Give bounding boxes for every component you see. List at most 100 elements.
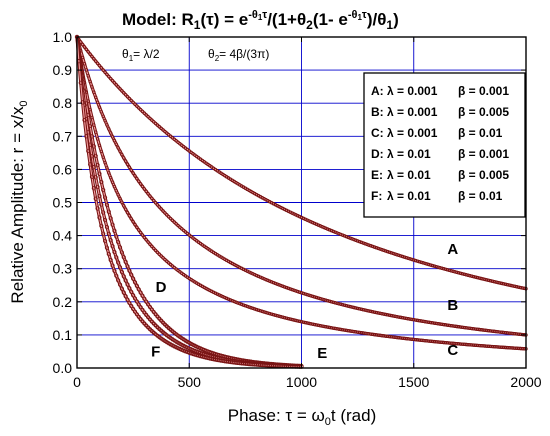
legend-lambda: λ = 0.01 <box>387 147 431 161</box>
series-B-point <box>170 218 175 223</box>
series-A-point <box>449 269 453 273</box>
series-B-point <box>511 331 515 336</box>
series-C-point <box>425 339 429 343</box>
series-D-point <box>144 299 149 304</box>
series-A-point <box>507 283 511 287</box>
series-C-point <box>110 180 115 184</box>
series-C-point <box>232 299 236 304</box>
series-B-point <box>301 291 306 296</box>
series-B-point <box>133 174 137 178</box>
series-B-point <box>374 310 379 315</box>
series-C-point <box>498 345 502 349</box>
series-B-point <box>462 325 466 330</box>
series-A-point <box>415 259 420 263</box>
series-F-point <box>104 245 110 250</box>
series-B-point <box>438 322 442 326</box>
series-D-point <box>116 239 121 245</box>
legend-beta: β = 0.01 <box>458 189 503 203</box>
series-C-point <box>97 143 102 148</box>
series-F-point <box>224 359 229 364</box>
series-B-point <box>82 62 87 66</box>
series-C-point <box>430 339 435 344</box>
series-B-point <box>355 306 360 311</box>
series-C-point <box>357 330 362 335</box>
series-E-point <box>123 278 128 283</box>
axis-ticks: 0 500 1000 1500 2000 0.0 0.1 0.2 0.3 0.4 0.5 0.6 0.7… <box>53 29 542 390</box>
series-A-point <box>92 57 96 61</box>
series-B-point <box>412 318 416 322</box>
series-A-point <box>335 231 339 235</box>
series-A-point <box>383 249 388 253</box>
legend-beta: β = 0.001 <box>458 84 509 98</box>
series-A-point <box>499 281 504 286</box>
series-B-point <box>488 329 493 333</box>
series-C-point <box>391 335 395 339</box>
series-A-point <box>382 248 386 253</box>
series-F-point <box>121 290 126 295</box>
series-C-point <box>125 210 130 215</box>
series-A-point <box>346 235 350 240</box>
series-A-point <box>410 257 414 262</box>
series-A-point <box>400 254 405 259</box>
series-C-point <box>365 331 369 336</box>
series-B-point <box>275 282 279 286</box>
series-B-point <box>385 313 390 317</box>
series-B-point <box>325 299 330 303</box>
series-B-point <box>299 291 304 295</box>
series-B-point <box>441 322 446 327</box>
series-B-point <box>305 292 309 297</box>
series-E-point <box>101 210 106 215</box>
series-B-point <box>447 323 451 328</box>
legend-lambda: λ = 0.001 <box>387 105 438 119</box>
series-C-point <box>294 318 298 323</box>
series-C-point <box>305 321 309 325</box>
series-A-point <box>479 276 483 281</box>
series-C-point <box>157 252 162 256</box>
series-C-point <box>468 343 472 347</box>
series-A-point <box>339 232 343 237</box>
series-B-point <box>346 304 350 308</box>
series-B-point <box>176 223 180 228</box>
series-C-point <box>402 336 407 341</box>
series-B-point <box>135 176 139 181</box>
series-C-point <box>146 240 150 244</box>
y-tick-label: 0.1 <box>53 327 73 343</box>
series-C-point <box>477 343 481 348</box>
series-F-point <box>101 231 106 236</box>
series-A-point <box>363 242 367 246</box>
series-A-point <box>501 282 506 286</box>
series-C-point <box>142 235 147 240</box>
series-A-point <box>393 252 397 256</box>
y-tick-label: 0.8 <box>53 95 73 111</box>
series-F-point <box>198 354 203 359</box>
series-C-point <box>447 341 451 345</box>
series-A-point <box>94 59 98 63</box>
series-B-point <box>84 68 89 72</box>
series-C-point <box>282 315 287 320</box>
series-B-point <box>327 299 332 303</box>
series-F-point <box>125 297 130 302</box>
series-A-point <box>354 238 358 242</box>
series-B-point <box>333 301 337 305</box>
series-C-point <box>380 333 384 338</box>
series-E-point <box>127 286 132 291</box>
series-F-point <box>220 358 226 364</box>
series-B-point <box>382 312 386 316</box>
series-A-point <box>82 45 87 49</box>
curve-label-F: F <box>151 343 160 360</box>
series-C-point <box>268 311 272 316</box>
series-A-point <box>505 282 509 287</box>
series-F-point <box>123 294 128 299</box>
series-C-point <box>486 344 491 348</box>
series-B-point <box>485 328 489 333</box>
series-A-point <box>458 271 463 275</box>
series-B-point <box>494 329 498 334</box>
legend-beta: β = 0.005 <box>458 168 509 182</box>
legend-lambda: λ = 0.001 <box>387 126 438 140</box>
series-F-point <box>203 355 209 360</box>
series-B-point <box>146 192 150 196</box>
series-D-point <box>138 290 143 295</box>
series-C-point <box>314 323 319 327</box>
series-C-point <box>284 316 289 320</box>
series-C-point <box>383 334 388 338</box>
